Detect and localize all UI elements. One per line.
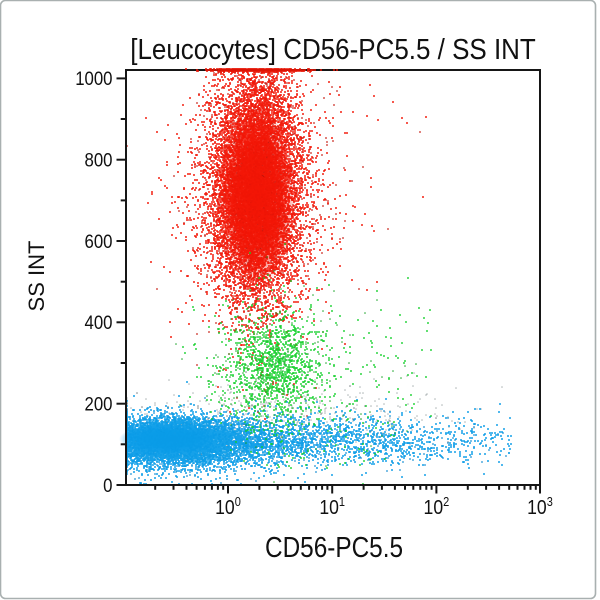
- svg-text:CD56-PC5.5: CD56-PC5.5: [265, 531, 403, 563]
- svg-text:[Leucocytes] CD56-PC5.5 / SS I: [Leucocytes] CD56-PC5.5 / SS INT: [130, 33, 536, 66]
- svg-text:101: 101: [319, 495, 345, 518]
- svg-text:SS INT: SS INT: [24, 241, 49, 312]
- svg-text:200: 200: [85, 393, 113, 414]
- svg-text:0: 0: [103, 475, 112, 496]
- svg-text:600: 600: [85, 231, 113, 252]
- svg-text:400: 400: [85, 312, 113, 333]
- svg-text:800: 800: [85, 149, 113, 170]
- svg-text:1000: 1000: [75, 68, 112, 89]
- svg-text:102: 102: [424, 495, 450, 518]
